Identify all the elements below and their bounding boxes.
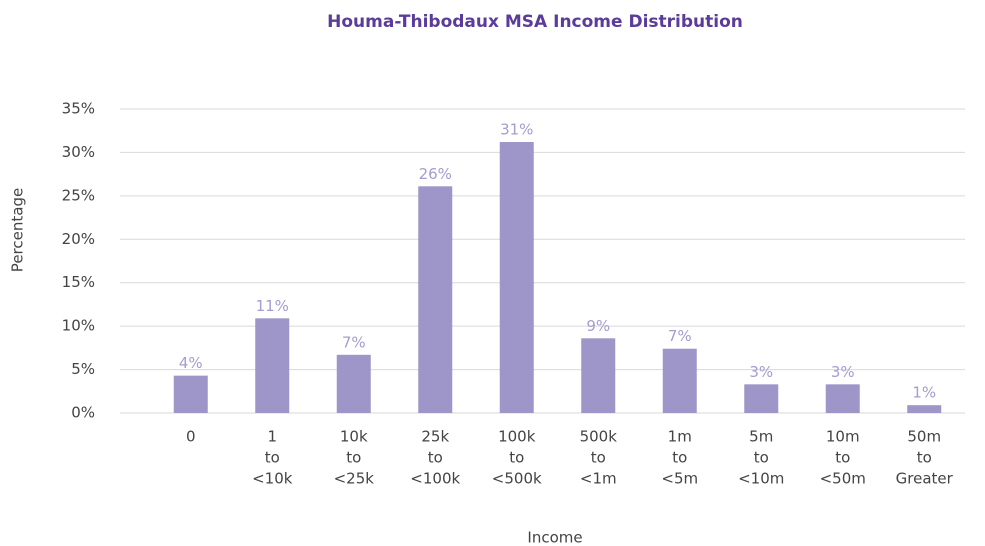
data-label: 26% [419,165,452,183]
x-tick-label: 5m [749,428,773,446]
bar [336,354,371,413]
x-tick-label: to [917,449,932,467]
x-tick-label: to [265,449,280,467]
x-tick-label: to [672,449,687,467]
data-label: 11% [256,297,289,315]
x-tick-label: <25k [334,470,375,488]
y-tick-label: 20% [62,230,95,248]
x-tick-label: to [428,449,443,467]
bar [255,318,290,413]
x-axis-label: Income [527,529,582,546]
x-tick-label: 10m [826,428,860,446]
x-tick-label: <5m [661,470,698,488]
bar [499,142,534,413]
data-label: 31% [500,121,533,139]
y-tick-label: 25% [62,186,95,204]
data-label: 4% [179,354,203,372]
y-tick-label: 0% [71,404,95,422]
x-tick-label: to [835,449,850,467]
data-label: 9% [586,317,610,335]
x-tick-label: to [509,449,524,467]
bar [825,384,860,413]
data-label: 7% [668,327,692,345]
y-tick-label: 10% [62,317,95,335]
x-tick-label: 0 [186,428,196,446]
x-tick-label: <10m [738,470,784,488]
y-tick-label: 30% [62,143,95,161]
bar [581,338,616,413]
y-tick-label: 5% [71,360,95,378]
x-tick-label: 500k [580,428,618,446]
x-tick-label: 1 [267,428,277,446]
x-tick-label: 10k [340,428,368,446]
x-tick-label: 50m [907,428,941,446]
x-tick-label: <10k [252,470,293,488]
x-tick-label: 25k [421,428,449,446]
y-axis-label: Percentage [9,188,27,272]
bar [418,186,453,413]
bar [173,375,208,413]
x-tick-label: to [754,449,769,467]
x-tick-label: 1m [668,428,692,446]
data-label: 3% [749,363,773,381]
data-label: 3% [831,363,855,381]
y-tick-label: 15% [62,273,95,291]
x-tick-label: <100k [410,470,460,488]
chart-title: Houma-Thibodaux MSA Income Distribution [327,12,743,32]
x-tick-label: to [346,449,361,467]
x-tick-label: Greater [896,470,954,488]
bar [744,384,779,413]
x-tick-label: <50m [820,470,866,488]
x-tick-label: 100k [498,428,536,446]
x-tick-label: <500k [492,470,542,488]
data-label: 1% [912,384,936,402]
x-tick-label: <1m [580,470,617,488]
bar [907,405,942,413]
y-tick-label: 35% [62,100,95,118]
x-tick-label: to [591,449,606,467]
data-label: 7% [342,333,366,351]
bar [662,348,697,413]
